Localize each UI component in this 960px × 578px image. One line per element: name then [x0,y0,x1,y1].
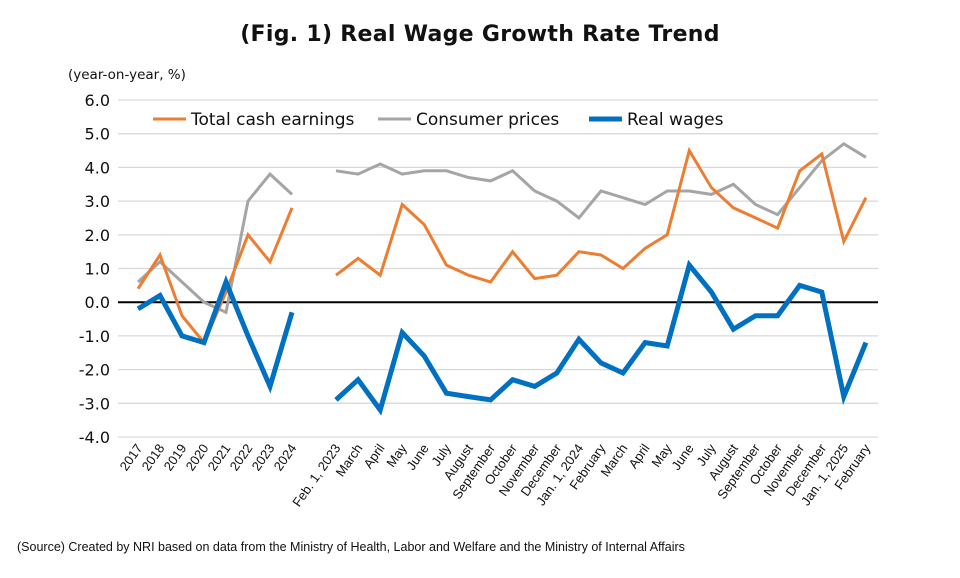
legend: Total cash earnings Consumer prices Real w… [153,110,724,130]
y-axis-unit-label: (year-on-year, %) [68,67,186,83]
y-tick-label: 5.0 [85,125,110,144]
y-tick-label: 4.0 [85,158,110,177]
series-line-real-wages-monthly [334,259,869,416]
x-tick-label: 2021 [205,441,234,473]
y-tick-label: 6.0 [85,91,110,110]
x-tick-label: 2023 [249,441,278,473]
x-tick-label: 2019 [161,441,190,473]
chart-title: (Fig. 1) Real Wage Growth Rate Trend [240,22,720,47]
y-tick-label: -4.0 [79,428,110,447]
legend-label: Real wages [627,110,724,130]
y-tick-label: 3.0 [85,192,110,211]
y-tick-label: 2.0 [85,226,110,245]
series-line-consumer-prices-annual [136,171,294,315]
legend-label: Total cash earnings [190,110,355,130]
x-tick-label: April [360,441,387,471]
series-line-total-cash-earnings-annual [136,207,294,346]
series-line-consumer-prices-monthly [335,141,867,220]
source-note: (Source) Created by NRI based on data fr… [17,540,685,554]
x-tick-label: 2022 [227,441,256,473]
y-tick-label: 1.0 [85,260,110,279]
y-tick-label: -2.0 [79,361,110,380]
y-tick-label: 0.0 [85,293,110,312]
x-tick-label: 2018 [139,441,168,473]
y-axis-ticks: 6.0 5.0 4.0 3.0 2.0 1.0 0.0 -1.0 -2.0 -3.0 -4.0 [79,91,110,447]
x-tick-label: June [403,441,431,473]
series-lines [136,141,869,416]
gridlines [118,99,878,438]
y-tick-label: -1.0 [79,327,110,346]
x-tick-label: April [625,441,652,471]
legend-label: Consumer prices [416,110,559,130]
y-tick-label: -3.0 [79,394,110,413]
series-line-real-wages-annual [136,275,295,394]
x-tick-label: 2020 [183,441,212,473]
series-line-total-cash-earnings-monthly [335,146,868,284]
x-tick-label: 2017 [117,441,146,473]
x-tick-label: June [668,441,696,473]
x-tick-label: 2024 [271,441,300,473]
